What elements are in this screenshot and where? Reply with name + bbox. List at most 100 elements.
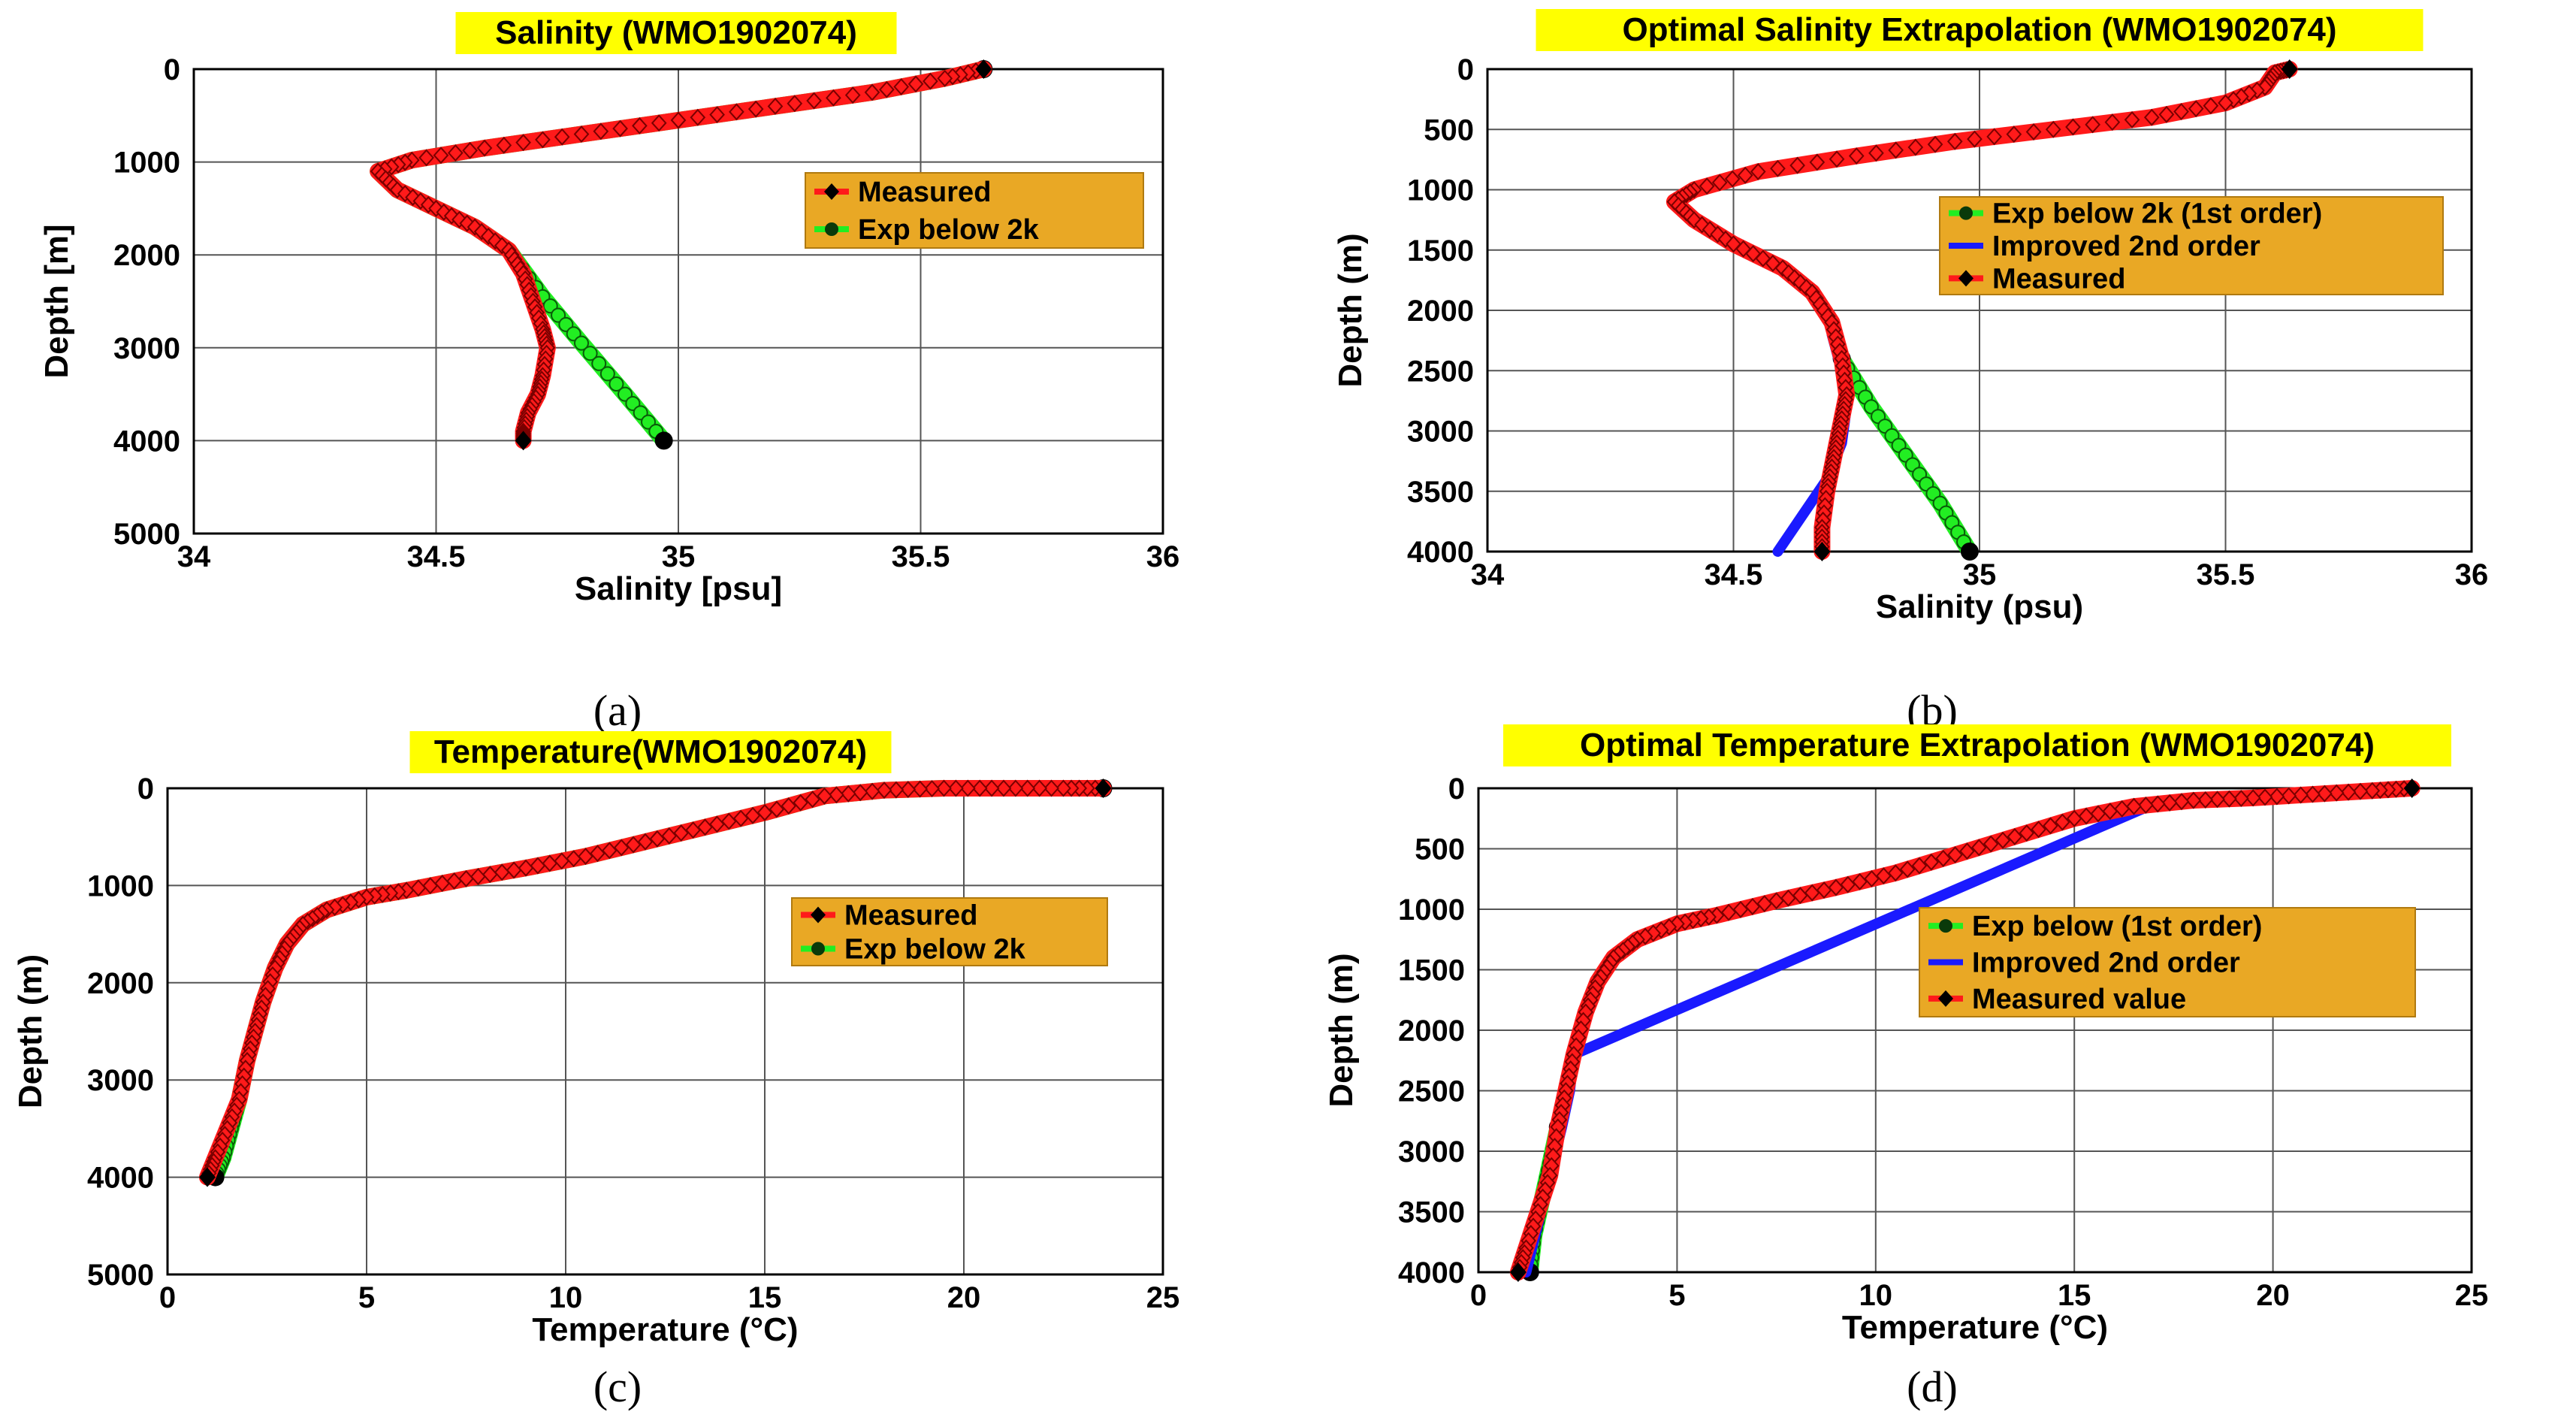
y-tick-label: 2000 xyxy=(1398,1014,1465,1048)
data-point xyxy=(1829,150,1845,168)
data-point xyxy=(649,830,666,848)
data-point xyxy=(852,784,868,802)
y-tick-label: 3500 xyxy=(1407,476,1474,509)
data-point xyxy=(1852,872,1868,890)
chart-panel-1: 34 34.5 35 35.5 36 0 500 1000 1500 2000 2500 3000 35… xyxy=(1332,9,2488,735)
data-point xyxy=(518,859,534,877)
data-point xyxy=(2221,790,2237,808)
data-point xyxy=(530,857,546,875)
data-point xyxy=(2269,788,2285,806)
title-highlight xyxy=(455,12,897,54)
data-point xyxy=(1780,889,1796,907)
data-point xyxy=(613,839,630,857)
data-point xyxy=(2054,813,2070,831)
data-point xyxy=(1019,779,1036,797)
x-tick-label: 34.5 xyxy=(1705,558,1763,591)
data-point xyxy=(2104,113,2121,132)
y-tick-label: 2000 xyxy=(113,239,180,272)
data-point xyxy=(747,100,764,118)
data-point xyxy=(2085,116,2100,134)
data-point xyxy=(410,879,427,897)
data-point xyxy=(844,86,861,104)
data-point xyxy=(1768,892,1784,910)
data-point xyxy=(937,69,953,87)
chart-title: Salinity (WMO1902074) xyxy=(495,14,857,51)
data-point xyxy=(1031,779,1048,797)
data-point xyxy=(2149,795,2166,813)
data-point xyxy=(661,827,678,845)
data-point xyxy=(1946,132,1963,150)
data-point xyxy=(591,355,607,371)
data-point xyxy=(1789,156,1805,174)
data-point xyxy=(578,848,593,866)
data-point xyxy=(2031,821,2046,839)
data-point xyxy=(2161,794,2178,812)
y-tick-label: 4000 xyxy=(1407,536,1474,569)
data-point xyxy=(2340,783,2357,801)
data-point xyxy=(756,803,773,821)
data-point xyxy=(948,779,964,797)
data-point xyxy=(535,131,551,149)
data-point xyxy=(651,114,667,132)
data-point xyxy=(433,147,449,165)
data-point xyxy=(482,866,498,884)
x-tick-label: 35.5 xyxy=(892,540,950,573)
data-point xyxy=(769,800,785,818)
legend-entry: Exp below 2k xyxy=(844,934,1026,966)
data-point xyxy=(625,836,642,854)
y-tick-label: 1000 xyxy=(113,147,180,180)
data-point xyxy=(515,134,531,152)
panel-label: (c) xyxy=(593,1362,642,1411)
data-point xyxy=(2281,787,2297,805)
x-tick-label: 25 xyxy=(2455,1279,2489,1312)
series-0 xyxy=(199,779,1112,1187)
data-point xyxy=(1055,779,1071,797)
chart-title: Temperature(WMO1902074) xyxy=(434,733,867,770)
y-tick-label: 2000 xyxy=(1407,295,1474,328)
panel-label: (d) xyxy=(1907,1362,1958,1411)
data-point xyxy=(864,782,880,800)
y-tick-label: 0 xyxy=(164,53,180,86)
data-point xyxy=(793,794,809,812)
data-point xyxy=(805,791,820,809)
data-point xyxy=(709,106,725,124)
data-point xyxy=(2257,788,2273,806)
x-tick-label: 20 xyxy=(947,1281,981,1314)
legend-box xyxy=(791,897,1108,966)
data-point xyxy=(995,779,1012,797)
y-axis-label: Depth (m) xyxy=(1323,953,1360,1107)
chart-panel-3: 0 5 10 15 20 25 0 500 1000 1500 2000 2500 3000 3500 40… xyxy=(1323,724,2488,1411)
data-point xyxy=(864,83,880,101)
data-point xyxy=(1888,141,1904,159)
data-point xyxy=(1737,166,1753,184)
data-point xyxy=(447,144,464,162)
y-tick-label: 5000 xyxy=(87,1259,154,1292)
data-point xyxy=(1935,849,1952,867)
legend-swatch-marker xyxy=(811,906,826,924)
endpoint-marker xyxy=(1509,1262,1527,1282)
data-point xyxy=(554,128,570,146)
data-point xyxy=(787,95,803,113)
legend-box xyxy=(1919,907,2416,1017)
data-point xyxy=(959,779,976,797)
data-point xyxy=(542,854,558,872)
data-point xyxy=(971,779,988,797)
y-tick-label: 4000 xyxy=(1398,1256,1465,1289)
data-point xyxy=(670,111,687,129)
data-point xyxy=(806,92,822,110)
y-tick-label: 1500 xyxy=(1398,954,1465,987)
series-0 xyxy=(370,59,992,451)
data-point xyxy=(1959,842,1975,860)
endpoint-marker xyxy=(515,431,532,451)
y-tick-label: 1000 xyxy=(87,869,154,902)
x-tick-label: 34 xyxy=(1471,558,1505,591)
data-point xyxy=(1911,857,1928,875)
chart-title: Optimal Salinity Extrapolation (WMO19020… xyxy=(1622,11,2336,48)
x-tick-label: 20 xyxy=(2256,1279,2290,1312)
data-point xyxy=(566,850,581,868)
endpoint-marker xyxy=(199,1167,216,1187)
legend-swatch-marker xyxy=(1959,206,1973,220)
